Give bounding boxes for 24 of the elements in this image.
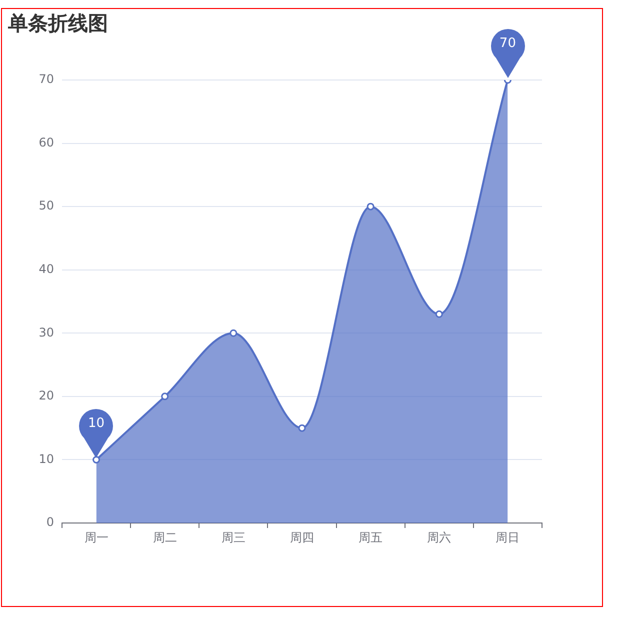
chart-title: 单条折线图 bbox=[8, 10, 108, 37]
x-tick-label: 周四 bbox=[290, 530, 314, 544]
x-tick-label: 周六 bbox=[427, 530, 452, 544]
y-tick-label: 0 bbox=[46, 515, 54, 530]
y-tick-label: 60 bbox=[38, 135, 54, 150]
point bbox=[161, 392, 169, 400]
x-tick-label: 周二 bbox=[152, 530, 177, 544]
y-tick-label: 20 bbox=[38, 388, 54, 403]
point bbox=[435, 310, 443, 318]
point bbox=[230, 329, 238, 337]
y-tick-label: 50 bbox=[38, 198, 54, 213]
point bbox=[366, 202, 374, 210]
x-tick-label: 周三 bbox=[221, 530, 246, 544]
x-tick-label: 周日 bbox=[496, 530, 520, 544]
y-tick-label: 40 bbox=[38, 262, 54, 276]
x-tick-label: 周一 bbox=[84, 530, 108, 544]
point bbox=[92, 456, 100, 464]
y-tick-label: 70 bbox=[38, 72, 54, 86]
y-tick-label: 30 bbox=[38, 325, 54, 340]
x-tick-label: 周五 bbox=[358, 530, 383, 544]
point bbox=[298, 424, 306, 432]
data-label: 10 bbox=[87, 416, 106, 432]
y-tick-label: 10 bbox=[38, 452, 54, 466]
data-label: 70 bbox=[498, 36, 517, 52]
